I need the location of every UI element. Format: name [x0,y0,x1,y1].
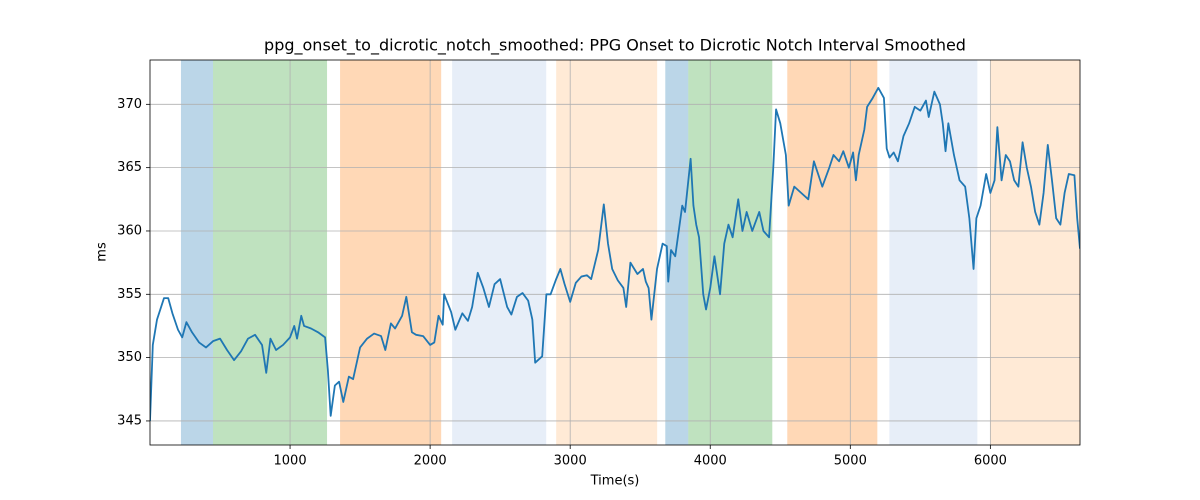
x-tick-label: 3000 [554,454,587,469]
span [990,60,1080,445]
span [180,60,214,445]
y-tick-label: 350 [117,350,142,365]
grid [150,60,1080,445]
y-tick-label: 355 [117,287,142,302]
span [340,60,442,445]
span [688,60,773,445]
span [665,60,689,445]
data-line [150,86,1080,421]
y-tick-label: 360 [117,223,142,238]
x-axis-label: Time(s) [590,474,640,489]
x-tick-label: 6000 [974,454,1007,469]
chart-title: ppg_onset_to_dicrotic_notch_smoothed: PP… [264,36,966,56]
y-tick-label: 370 [117,97,142,112]
spans [180,60,1080,445]
plot-area [150,86,1080,421]
x-tick-label: 2000 [414,454,447,469]
x-tick-label: 4000 [694,454,727,469]
span [889,60,978,445]
span [556,60,658,445]
span [213,60,328,445]
span [787,60,878,445]
y-tick-label: 365 [117,160,142,175]
y-axis-label: ms [95,242,110,262]
axes-frame [149,59,1081,446]
y-tick-label: 345 [117,413,142,428]
x-tick-label: 5000 [834,454,867,469]
span [452,60,547,445]
ticks: 1000 2000 3000 4000 5000 6000 345 350 355 360 365 3… [117,97,1007,469]
x-tick-label: 1000 [274,454,307,469]
